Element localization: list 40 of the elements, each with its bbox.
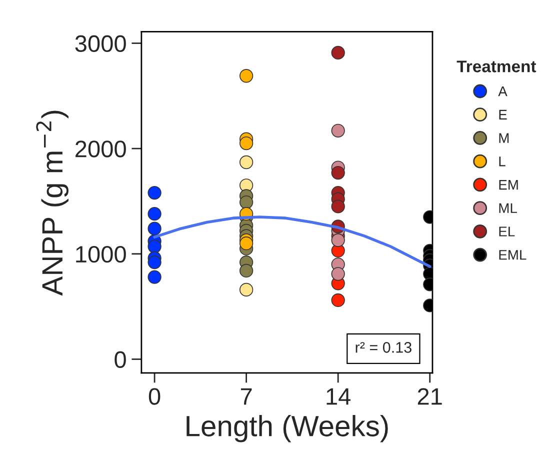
annotation: r² = 0.13: [356, 342, 412, 353]
legend-label: EML: [499, 250, 526, 260]
point: [331, 166, 345, 180]
point: [331, 267, 345, 281]
y-tick-label: 3000: [75, 35, 126, 52]
y-tick-label: 0: [114, 351, 126, 368]
point: [239, 264, 254, 278]
point: [331, 46, 345, 60]
x-tick-label: 7: [240, 388, 252, 405]
legend-label: EM: [499, 180, 518, 190]
point: [148, 222, 162, 236]
point: [331, 293, 345, 308]
legend-label: E: [499, 110, 507, 120]
point: [239, 69, 254, 83]
legend-label: M: [499, 133, 509, 143]
x-tick-label: 14: [326, 388, 351, 405]
point: [239, 282, 254, 297]
point: [331, 233, 345, 248]
point: [148, 186, 162, 200]
legend-label: L: [499, 156, 506, 166]
point: [331, 124, 345, 138]
point: [148, 255, 162, 270]
point: [148, 240, 162, 254]
y-axis-title: ANPP (g m$^{−2}$): [36, 110, 68, 296]
point: [148, 207, 162, 221]
y-tick-label: 2000: [76, 140, 126, 158]
x-tick-label: 0: [148, 388, 160, 405]
legend-title: Treatment: [456, 60, 536, 72]
legend-label: EL: [499, 226, 515, 236]
point: [148, 270, 162, 284]
point: [239, 195, 254, 210]
point: [239, 136, 254, 150]
point: [239, 236, 254, 250]
legend-label: A: [498, 86, 508, 96]
x-tick-label: 21: [418, 388, 442, 405]
legend-label: ML: [499, 203, 517, 213]
x-axis-title: Length (Weeks): [186, 415, 388, 442]
y-tick-label: 1000: [76, 246, 126, 263]
point: [239, 155, 254, 170]
point: [331, 200, 345, 214]
